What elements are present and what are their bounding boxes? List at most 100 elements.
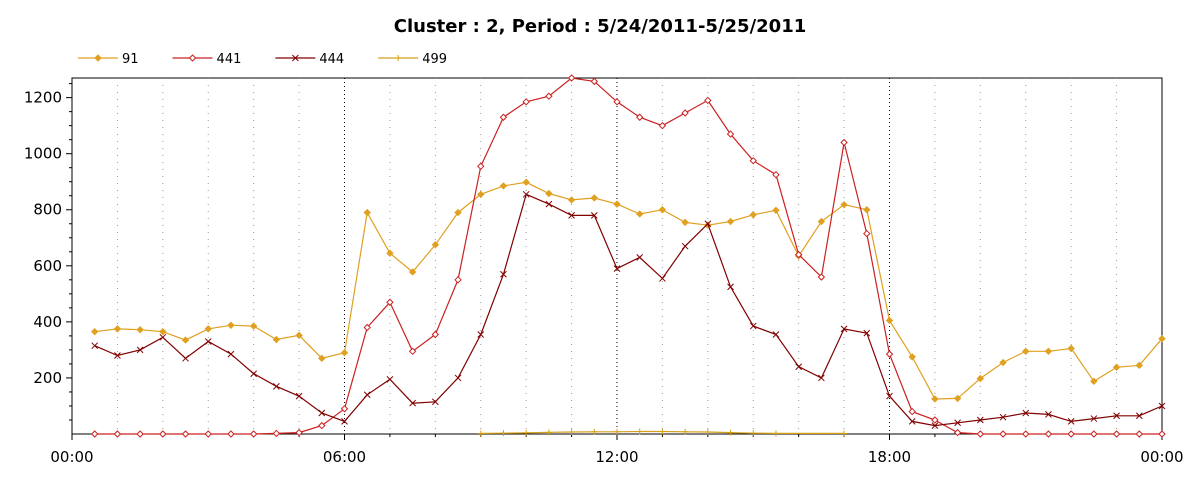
- data-point: [772, 171, 780, 179]
- data-point: [1158, 402, 1166, 410]
- legend-item: 441: [172, 52, 241, 67]
- data-point: [454, 208, 462, 217]
- data-point: [681, 218, 689, 227]
- data-point: [567, 74, 576, 82]
- data-point: [976, 430, 985, 438]
- data-point: [94, 54, 102, 62]
- data-point: [523, 429, 530, 436]
- data-point: [477, 190, 485, 199]
- data-point: [500, 430, 507, 437]
- data-point: [136, 346, 144, 354]
- data-point: [590, 194, 598, 202]
- data-point: [817, 273, 826, 281]
- data-point: [590, 77, 598, 86]
- x-tick-label: 00:00: [1140, 448, 1183, 466]
- data-point: [772, 430, 779, 437]
- x-tick-label: 06:00: [323, 448, 366, 466]
- data-point: [408, 268, 417, 276]
- plot-area: [71, 77, 1163, 435]
- data-point: [318, 409, 326, 417]
- data-point: [545, 429, 552, 436]
- data-point: [1022, 409, 1030, 417]
- data-point: [658, 206, 667, 214]
- data-point: [1158, 430, 1166, 438]
- data-point: [840, 138, 848, 147]
- data-point: [704, 96, 712, 105]
- x-tick-label: 18:00: [868, 448, 911, 466]
- data-point: [522, 98, 530, 106]
- legend-item: 499: [378, 52, 447, 67]
- data-point: [454, 374, 462, 382]
- data-point: [273, 382, 280, 390]
- data-point: [188, 54, 197, 62]
- series-line: [94, 77, 1162, 435]
- data-point: [590, 212, 598, 219]
- y-tick-label: 600: [33, 257, 62, 275]
- data-point: [1044, 347, 1053, 356]
- y-tick-label: 1200: [24, 89, 62, 107]
- data-point: [840, 200, 848, 209]
- data-point: [91, 342, 99, 350]
- data-point: [908, 407, 916, 416]
- data-point: [817, 217, 826, 226]
- data-point: [614, 428, 620, 435]
- data-point: [613, 98, 621, 106]
- data-point: [568, 212, 575, 219]
- data-point: [1067, 344, 1075, 353]
- data-point: [91, 327, 99, 336]
- data-point: [409, 399, 416, 407]
- data-point: [772, 331, 780, 338]
- series-line: [94, 181, 1163, 400]
- data-point: [1090, 377, 1098, 386]
- data-point: [1112, 430, 1121, 438]
- data-point: [227, 430, 235, 438]
- data-point: [704, 220, 712, 228]
- data-point: [159, 327, 167, 336]
- data-point: [477, 430, 484, 437]
- data-point: [227, 350, 235, 358]
- data-point: [681, 242, 689, 250]
- data-point: [840, 325, 848, 333]
- data-point: [886, 392, 893, 400]
- legend-label: 444: [319, 52, 344, 67]
- data-point: [363, 391, 371, 399]
- data-point: [136, 326, 144, 334]
- data-point: [386, 375, 394, 383]
- data-point: [704, 429, 711, 436]
- data-point: [1067, 430, 1075, 438]
- data-point: [249, 430, 258, 438]
- data-point: [772, 206, 780, 215]
- data-point: [1022, 347, 1030, 356]
- data-point: [567, 196, 576, 204]
- data-point: [931, 416, 939, 424]
- data-point: [795, 363, 803, 371]
- data-point: [613, 200, 621, 208]
- x-tick-label: 00:00: [50, 448, 93, 466]
- series-441: [91, 74, 1166, 438]
- data-point: [658, 121, 667, 130]
- data-point: [750, 430, 757, 437]
- data-point: [295, 392, 303, 400]
- data-point: [386, 249, 394, 257]
- legend-item: 444: [275, 52, 344, 67]
- data-point: [636, 210, 644, 218]
- legend-label: 499: [422, 52, 447, 67]
- data-point: [136, 430, 144, 438]
- series-91: [91, 178, 1166, 403]
- data-point: [863, 329, 871, 337]
- legend-item: 91: [78, 52, 139, 67]
- data-point: [999, 358, 1007, 367]
- data-point: [613, 265, 621, 272]
- data-point: [182, 354, 189, 362]
- data-point: [681, 109, 689, 117]
- data-point: [1112, 363, 1121, 371]
- data-point: [159, 333, 167, 341]
- data-point: [908, 353, 916, 361]
- data-point: [1044, 430, 1053, 438]
- data-point: [682, 428, 689, 435]
- data-point: [1135, 430, 1143, 438]
- data-point: [227, 321, 235, 329]
- y-tick-label: 400: [33, 313, 62, 331]
- data-point: [954, 419, 961, 427]
- data-point: [1135, 412, 1143, 420]
